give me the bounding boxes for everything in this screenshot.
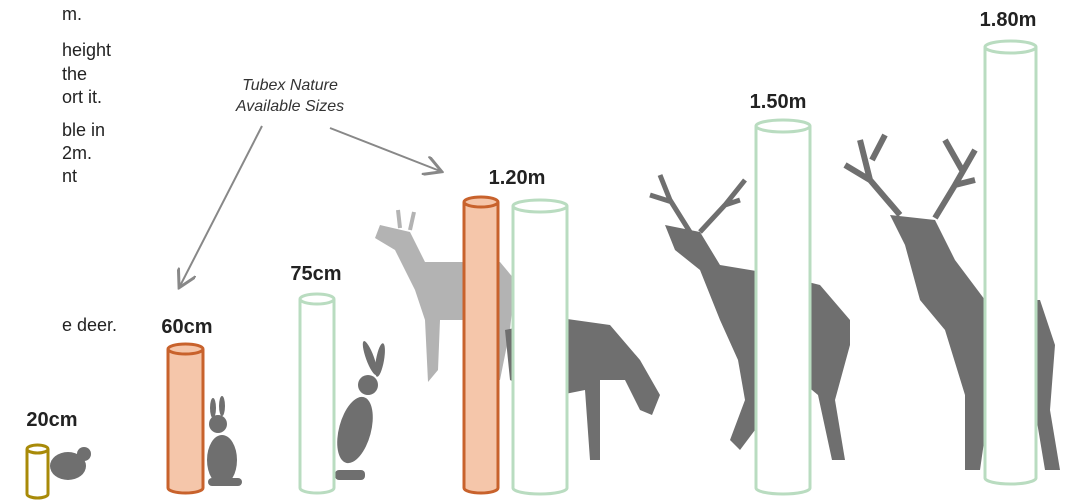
tube-label: 1.20m <box>489 167 546 189</box>
infographic: m. height the ort it. ble in 2m. nt e de… <box>0 0 1065 502</box>
side-text: height <box>62 40 111 60</box>
arrow <box>180 126 262 286</box>
hare <box>331 340 387 480</box>
tube-20cm <box>27 445 48 498</box>
rabbit <box>207 396 242 486</box>
side-text: ble in <box>62 120 105 140</box>
tube-label: 75cm <box>290 263 341 285</box>
side-text: m. <box>62 4 82 24</box>
tube-label: 1.80m <box>980 9 1037 31</box>
mouse <box>50 447 91 480</box>
tube-120cm-green <box>513 200 567 494</box>
tube-label: 20cm <box>26 409 77 431</box>
side-text: ort it. <box>62 87 102 107</box>
tube-180cm <box>985 41 1036 484</box>
side-text: the <box>62 64 87 84</box>
tube-label: 1.50m <box>750 91 807 113</box>
stag <box>650 175 850 460</box>
side-text: 2m. <box>62 143 92 163</box>
tube-60cm <box>168 344 203 493</box>
annotation: Tubex Nature <box>242 77 338 94</box>
tube-75cm <box>300 294 334 493</box>
tube-label: 60cm <box>161 316 212 338</box>
annotation: Available Sizes <box>235 98 344 115</box>
arrow <box>330 128 440 171</box>
side-text: e deer. <box>62 315 117 335</box>
tube-120cm-orange <box>464 197 498 493</box>
tube-150cm <box>756 120 810 494</box>
side-text: nt <box>62 166 77 186</box>
